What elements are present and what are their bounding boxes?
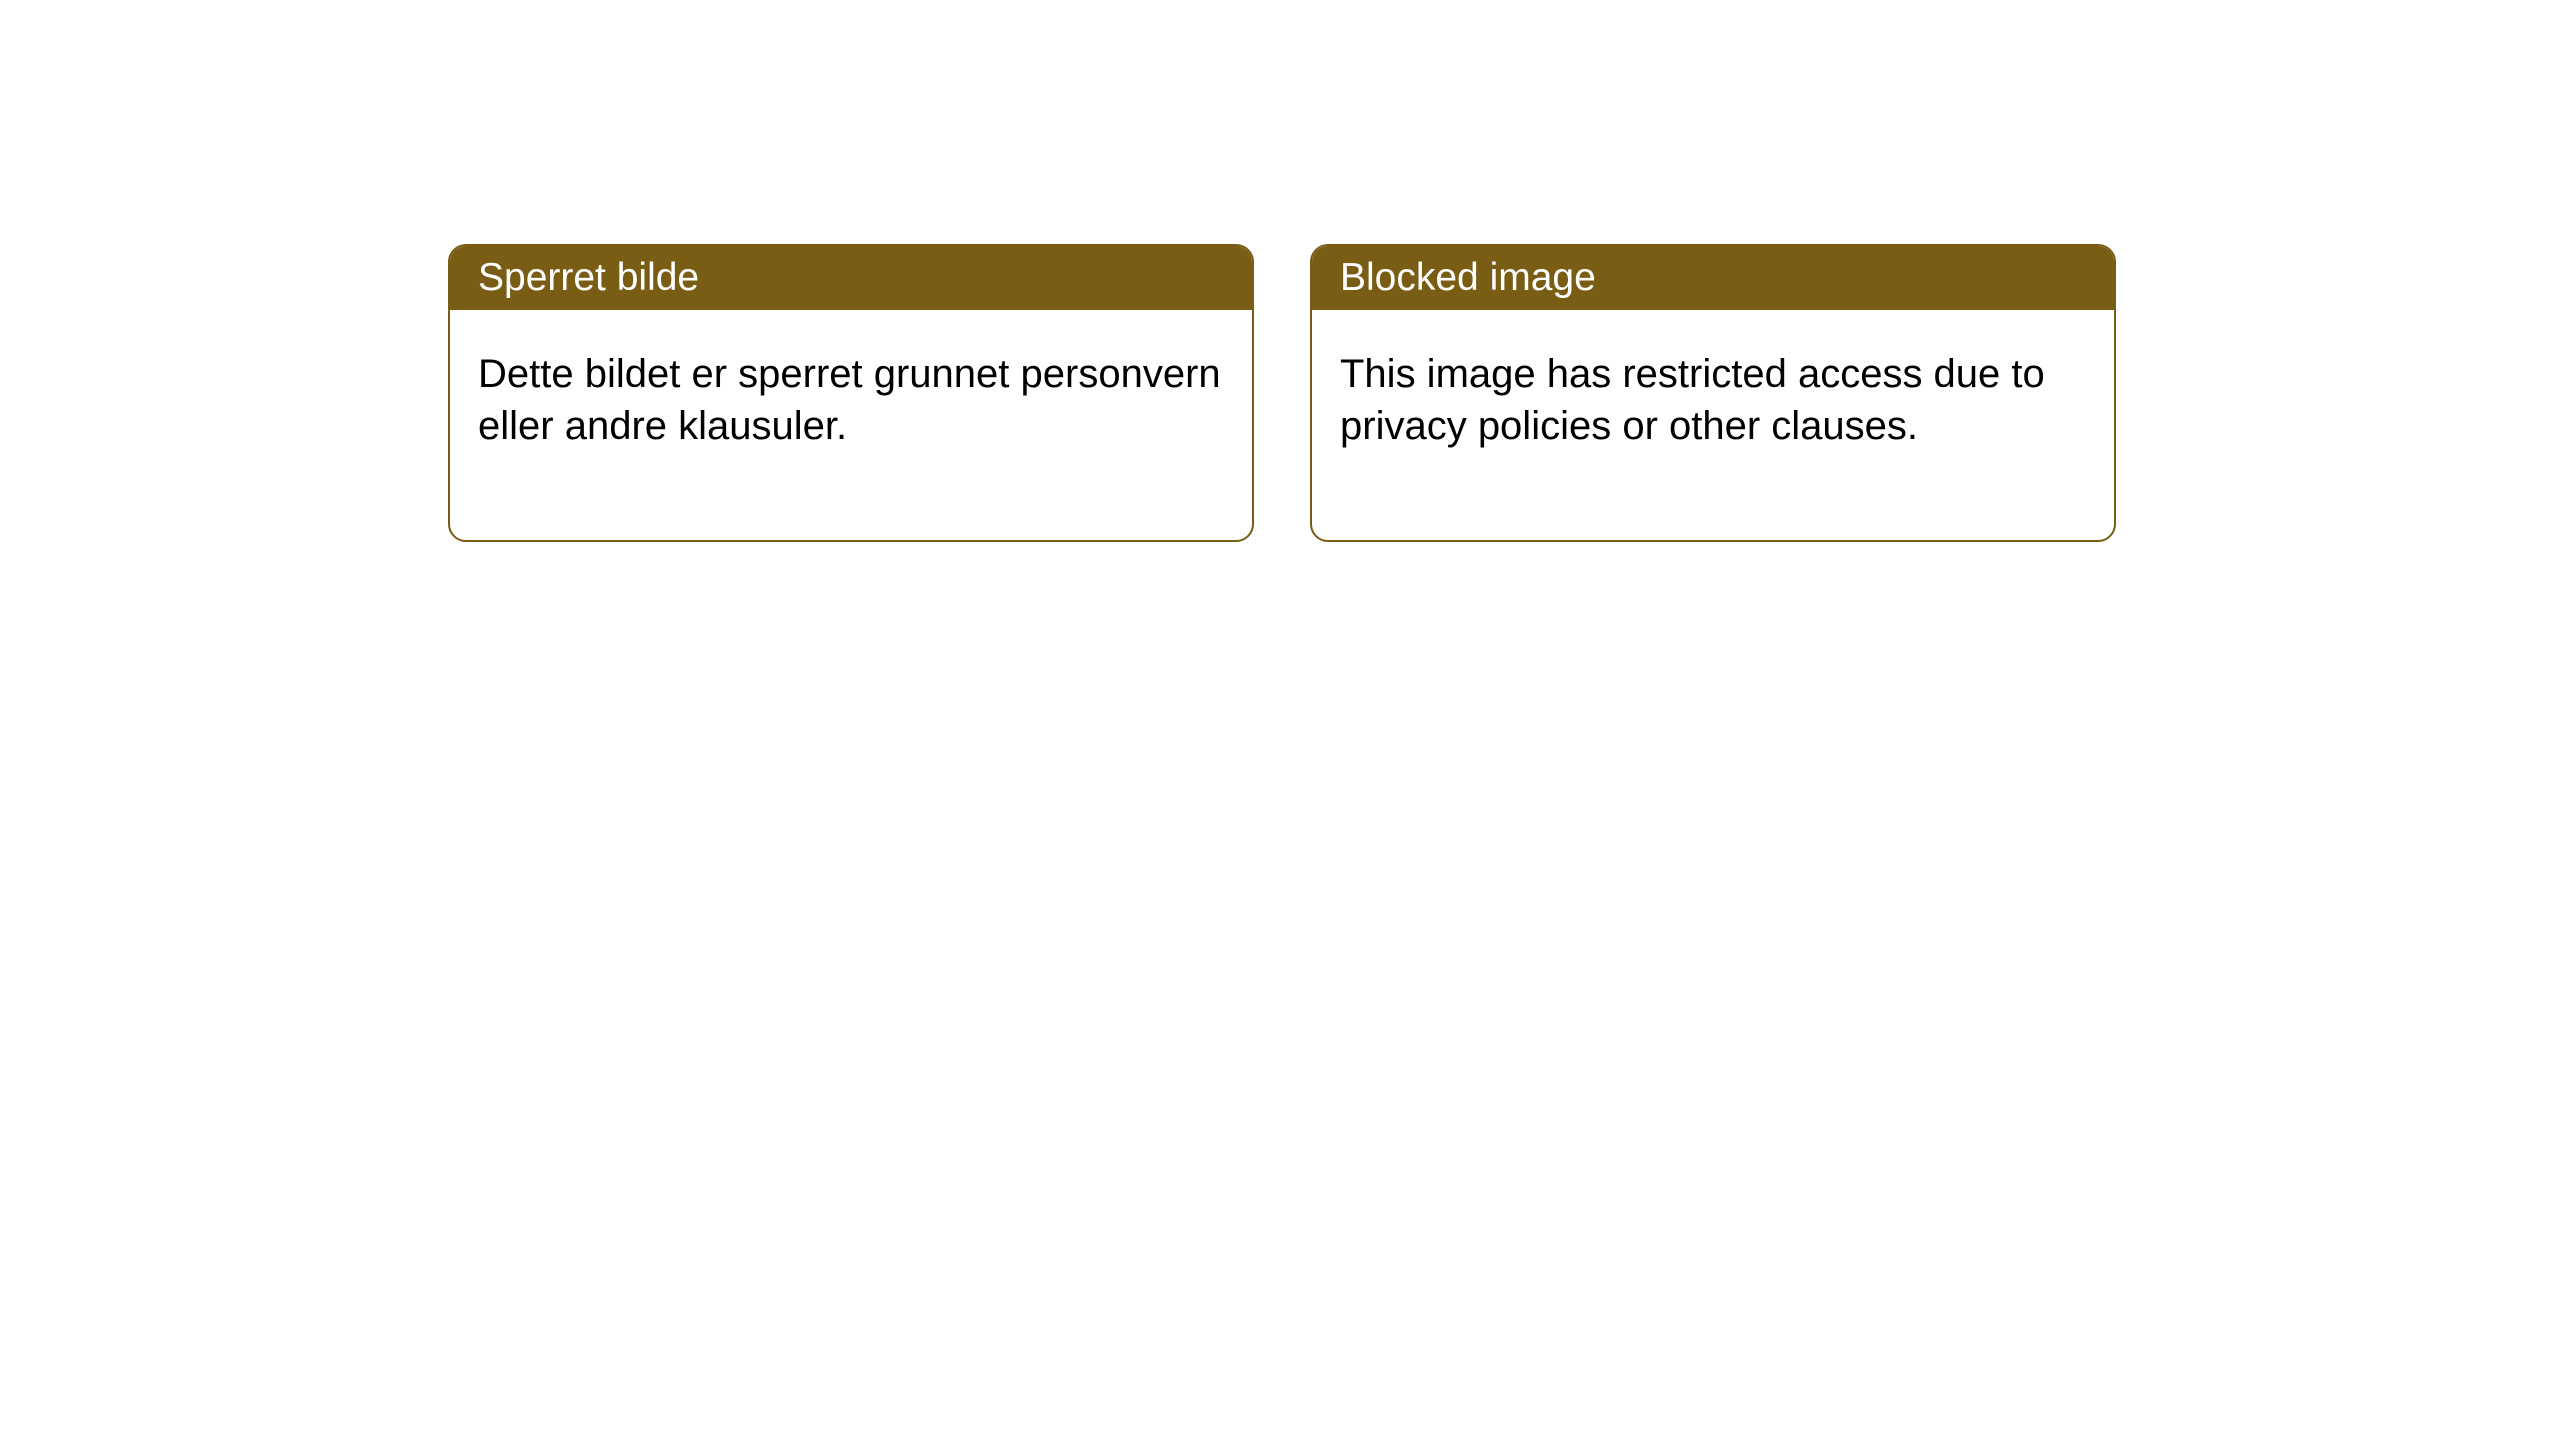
notice-header-norwegian: Sperret bilde <box>450 246 1252 310</box>
notices-container: Sperret bilde Dette bildet er sperret gr… <box>0 0 2560 542</box>
notice-card-norwegian: Sperret bilde Dette bildet er sperret gr… <box>448 244 1254 542</box>
notice-title: Sperret bilde <box>478 256 699 299</box>
notice-text: This image has restricted access due to … <box>1340 352 2045 448</box>
notice-body-norwegian: Dette bildet er sperret grunnet personve… <box>450 310 1252 540</box>
notice-header-english: Blocked image <box>1312 246 2114 310</box>
notice-body-english: This image has restricted access due to … <box>1312 310 2114 540</box>
notice-card-english: Blocked image This image has restricted … <box>1310 244 2116 542</box>
notice-text: Dette bildet er sperret grunnet personve… <box>478 352 1221 448</box>
notice-title: Blocked image <box>1340 256 1596 299</box>
